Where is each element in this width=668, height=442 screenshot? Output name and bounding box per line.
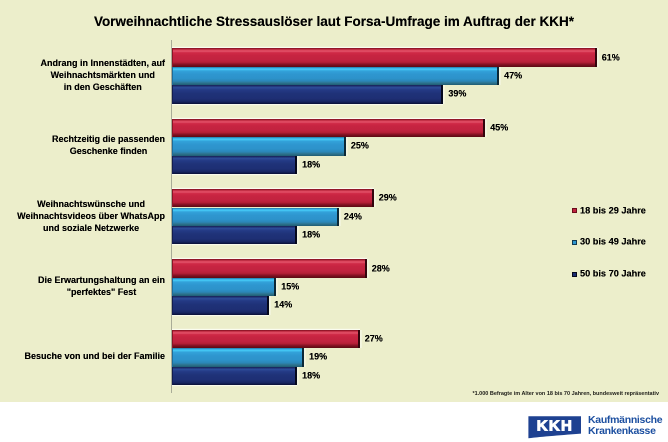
svg-text:KKH: KKH (537, 417, 573, 434)
